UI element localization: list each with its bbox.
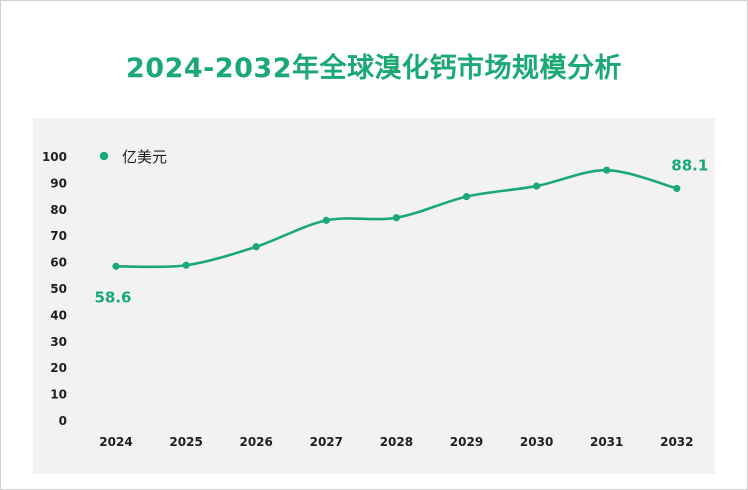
y-tick-label: 50: [50, 282, 67, 296]
x-tick-label: 2029: [450, 435, 483, 449]
x-tick-label: 2027: [310, 435, 343, 449]
data-point: [673, 184, 681, 193]
y-tick-label: 80: [50, 203, 67, 217]
x-tick-label: 2025: [169, 435, 202, 449]
y-tick-label: 30: [50, 335, 67, 349]
data-label: 88.1: [671, 156, 708, 174]
x-tick-label: 2032: [660, 435, 693, 449]
y-tick-label: 0: [59, 414, 67, 428]
chart-title: 2024-2032年全球溴化钙市场规模分析: [126, 53, 622, 84]
y-tick-label: 70: [50, 229, 67, 243]
data-point: [462, 193, 471, 201]
y-tick-label: 90: [50, 176, 67, 190]
legend-marker: [99, 151, 109, 161]
x-tick-label: 2028: [380, 435, 413, 449]
data-point: [322, 216, 330, 224]
plot-area: [33, 118, 715, 474]
data-point: [252, 243, 260, 251]
y-tick-label: 20: [50, 361, 67, 375]
data-point: [533, 182, 541, 190]
data-point: [603, 166, 611, 174]
y-tick-label: 100: [42, 150, 67, 164]
legend-label: 亿美元: [122, 148, 167, 166]
y-tick-label: 40: [50, 308, 67, 322]
data-point: [182, 261, 190, 269]
x-tick-label: 2031: [590, 435, 623, 449]
y-tick-label: 10: [50, 388, 67, 402]
data-point: [112, 262, 120, 270]
data-point: [392, 214, 400, 222]
data-label: 58.6: [94, 288, 131, 306]
x-tick-label: 2024: [99, 435, 132, 449]
x-tick-label: 2026: [239, 435, 272, 449]
y-tick-label: 60: [50, 256, 67, 270]
x-tick-label: 2030: [520, 435, 553, 449]
